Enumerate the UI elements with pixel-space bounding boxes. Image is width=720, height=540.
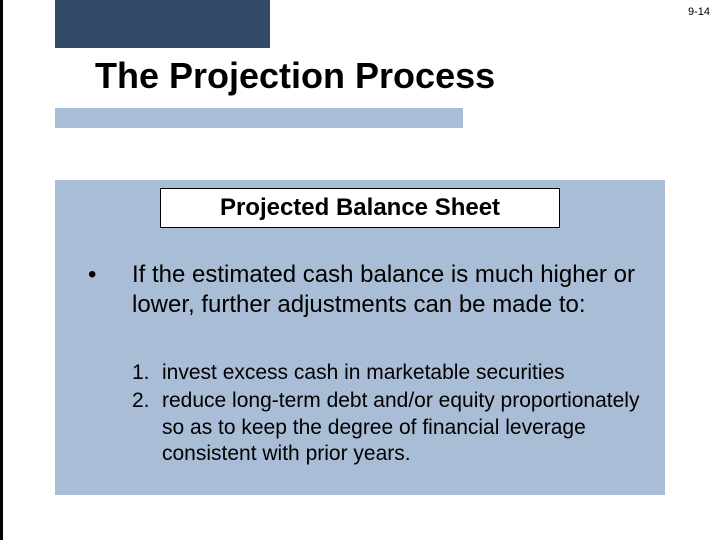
list-item-text: invest excess cash in marketable securit…: [162, 360, 565, 386]
page-number: 9-14: [688, 6, 710, 18]
left-border-strip: [0, 0, 3, 540]
list-item-number: 2.: [132, 388, 162, 467]
subtitle-box: Projected Balance Sheet: [160, 188, 560, 228]
bullet-text: If the estimated cash balance is much hi…: [132, 260, 643, 320]
bullet-item: • If the estimated cash balance is much …: [88, 260, 643, 320]
header-dark-block: [55, 0, 270, 48]
list-item: 2. reduce long-term debt and/or equity p…: [132, 388, 652, 467]
numbered-list: 1. invest excess cash in marketable secu…: [132, 360, 652, 469]
title-underline-bar: [55, 108, 463, 128]
list-item-number: 1.: [132, 360, 162, 386]
slide-title: The Projection Process: [95, 55, 495, 97]
list-item: 1. invest excess cash in marketable secu…: [132, 360, 652, 386]
subtitle-text: Projected Balance Sheet: [220, 194, 500, 222]
bullet-marker: •: [88, 260, 132, 320]
list-item-text: reduce long-term debt and/or equity prop…: [162, 388, 652, 467]
